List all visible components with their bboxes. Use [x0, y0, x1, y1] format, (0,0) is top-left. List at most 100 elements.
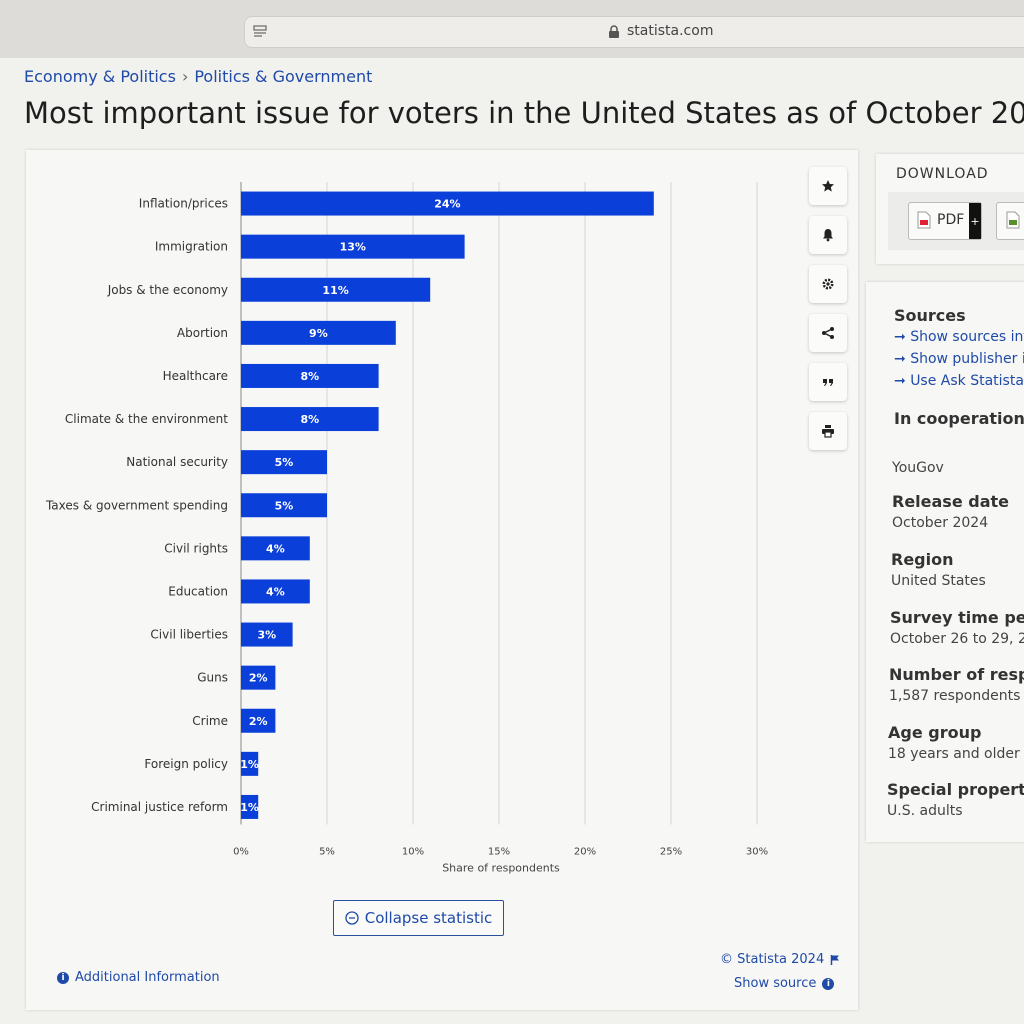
respondents-section: Number of respon 1,587 respondents — [889, 665, 1024, 704]
value-label: 1% — [240, 758, 259, 771]
age-group-section: Age group 18 years and older — [888, 723, 1020, 762]
sources-section: Sources — [894, 306, 966, 325]
download-title: DOWNLOAD — [896, 166, 989, 182]
bar — [241, 493, 327, 518]
bar — [241, 363, 379, 388]
special-properties-section: Special properties U.S. adults — [887, 780, 1024, 819]
url-text: statista.com — [627, 23, 714, 39]
pdf-plus-badge: + — [969, 203, 981, 239]
value-label: 8% — [300, 370, 319, 383]
x-tick-label: 10% — [402, 847, 424, 858]
category-label: Healthcare — [163, 369, 228, 383]
download-xls-button[interactable] — [996, 202, 1024, 240]
download-options: PDF + — [888, 192, 1024, 250]
age-group-title: Age group — [888, 723, 982, 742]
x-tick-label: 30% — [746, 847, 768, 858]
bar-chart: 0% 5% 10% 15% 20% 25% 30% Inflation/prices 24% Im… — [45, 182, 768, 875]
value-label: 4% — [266, 542, 285, 555]
x-tick-label: 25% — [660, 847, 682, 858]
special-properties-title: Special properties — [887, 780, 1024, 799]
download-panel: DOWNLOAD PDF + — [876, 154, 1024, 264]
lock-icon — [609, 25, 619, 38]
category-label: Inflation/prices — [139, 197, 228, 211]
show-publisher-label: Show publisher i — [910, 351, 1024, 367]
show-source-label: Show source — [734, 976, 817, 991]
bar — [241, 622, 293, 647]
respondents-value: 1,587 respondents — [889, 688, 1021, 704]
release-date-section: Release date October 2024 — [892, 492, 1009, 531]
arrow-right-icon: ➞ — [894, 373, 906, 389]
x-tick-label: 15% — [488, 847, 510, 858]
cooperation-section: In cooperation w — [894, 409, 1024, 428]
category-label: Immigration — [155, 240, 228, 254]
region-section: Region United States — [891, 550, 986, 589]
value-label: 2% — [249, 715, 268, 728]
favorite-button[interactable] — [809, 167, 847, 205]
value-label: 24% — [434, 198, 460, 211]
cite-button[interactable] — [809, 363, 847, 401]
ask-statista-label: Use Ask Statista R — [910, 373, 1024, 389]
category-label: Foreign policy — [144, 757, 228, 771]
category-label: Criminal justice reform — [91, 800, 228, 814]
address-bar[interactable]: statista.com — [244, 16, 1024, 48]
page-title: Most important issue for voters in the U… — [24, 96, 1024, 130]
show-sources-link[interactable]: ➞ Show sources inf — [894, 329, 1024, 345]
value-label: 5% — [275, 499, 294, 512]
region-value: United States — [891, 573, 986, 589]
category-label: Crime — [192, 714, 228, 728]
settings-button[interactable] — [809, 265, 847, 303]
value-label: 11% — [322, 284, 348, 297]
category-label: Jobs & the economy — [107, 283, 228, 297]
print-button[interactable] — [809, 412, 847, 450]
cooperation-value: YouGov — [892, 460, 944, 476]
browser-toolbar: statista.com — [0, 0, 1024, 59]
survey-period-section: Survey time perio October 26 to 29, 20 — [890, 608, 1024, 647]
x-tick-label: 5% — [319, 847, 335, 858]
bar — [241, 277, 431, 302]
additional-information-link[interactable]: i Additional Information — [57, 970, 220, 985]
notification-button[interactable] — [809, 216, 847, 254]
arrow-right-icon: ➞ — [894, 351, 906, 367]
show-publisher-link[interactable]: ➞ Show publisher i — [894, 351, 1024, 367]
survey-period-title: Survey time perio — [890, 608, 1024, 627]
bar — [241, 234, 465, 259]
category-label: Civil rights — [164, 541, 228, 555]
minus-circle-icon — [345, 911, 359, 925]
bar — [241, 536, 310, 561]
release-date-title: Release date — [892, 492, 1009, 511]
release-date-value: October 2024 — [892, 515, 989, 531]
share-button[interactable] — [809, 314, 847, 352]
bar — [241, 191, 654, 216]
ask-statista-link[interactable]: ➞ Use Ask Statista R — [894, 373, 1024, 389]
bar — [241, 320, 396, 345]
arrow-right-icon: ➞ — [894, 329, 906, 345]
x-tick-label: 20% — [574, 847, 596, 858]
download-pdf-button[interactable]: PDF + — [908, 202, 982, 240]
breadcrumb: Economy & Politics › Politics & Government — [24, 67, 372, 86]
chart-card: 0% 5% 10% 15% 20% 25% 30% Inflation/prices 24% Im… — [26, 150, 858, 1010]
collapse-statistic-button[interactable]: Collapse statistic — [333, 900, 504, 936]
cooperation-title: In cooperation w — [894, 409, 1024, 428]
show-sources-label: Show sources inf — [910, 329, 1024, 345]
breadcrumb-link-economy[interactable]: Economy & Politics — [24, 67, 176, 86]
category-label: Education — [168, 584, 228, 598]
bar — [241, 708, 276, 733]
additional-information-label: Additional Information — [75, 970, 220, 985]
copyright-link[interactable]: © Statista 2024 — [720, 952, 840, 967]
bell-icon — [823, 229, 833, 242]
tab-overview-icon[interactable] — [253, 24, 267, 38]
value-label: 5% — [275, 456, 294, 469]
bar — [241, 751, 259, 776]
value-label: 8% — [300, 413, 319, 426]
breadcrumb-link-politics[interactable]: Politics & Government — [194, 67, 373, 86]
sources-title: Sources — [894, 306, 966, 325]
category-label: Abortion — [177, 326, 228, 340]
show-source-link[interactable]: Show source i — [734, 976, 835, 991]
copyright-label: © Statista 2024 — [720, 952, 825, 967]
print-icon — [822, 425, 834, 438]
category-label: Taxes & government spending — [45, 498, 228, 512]
region-title: Region — [891, 550, 954, 569]
value-label: 3% — [257, 629, 276, 642]
bar — [241, 450, 327, 475]
value-label: 4% — [266, 585, 285, 598]
